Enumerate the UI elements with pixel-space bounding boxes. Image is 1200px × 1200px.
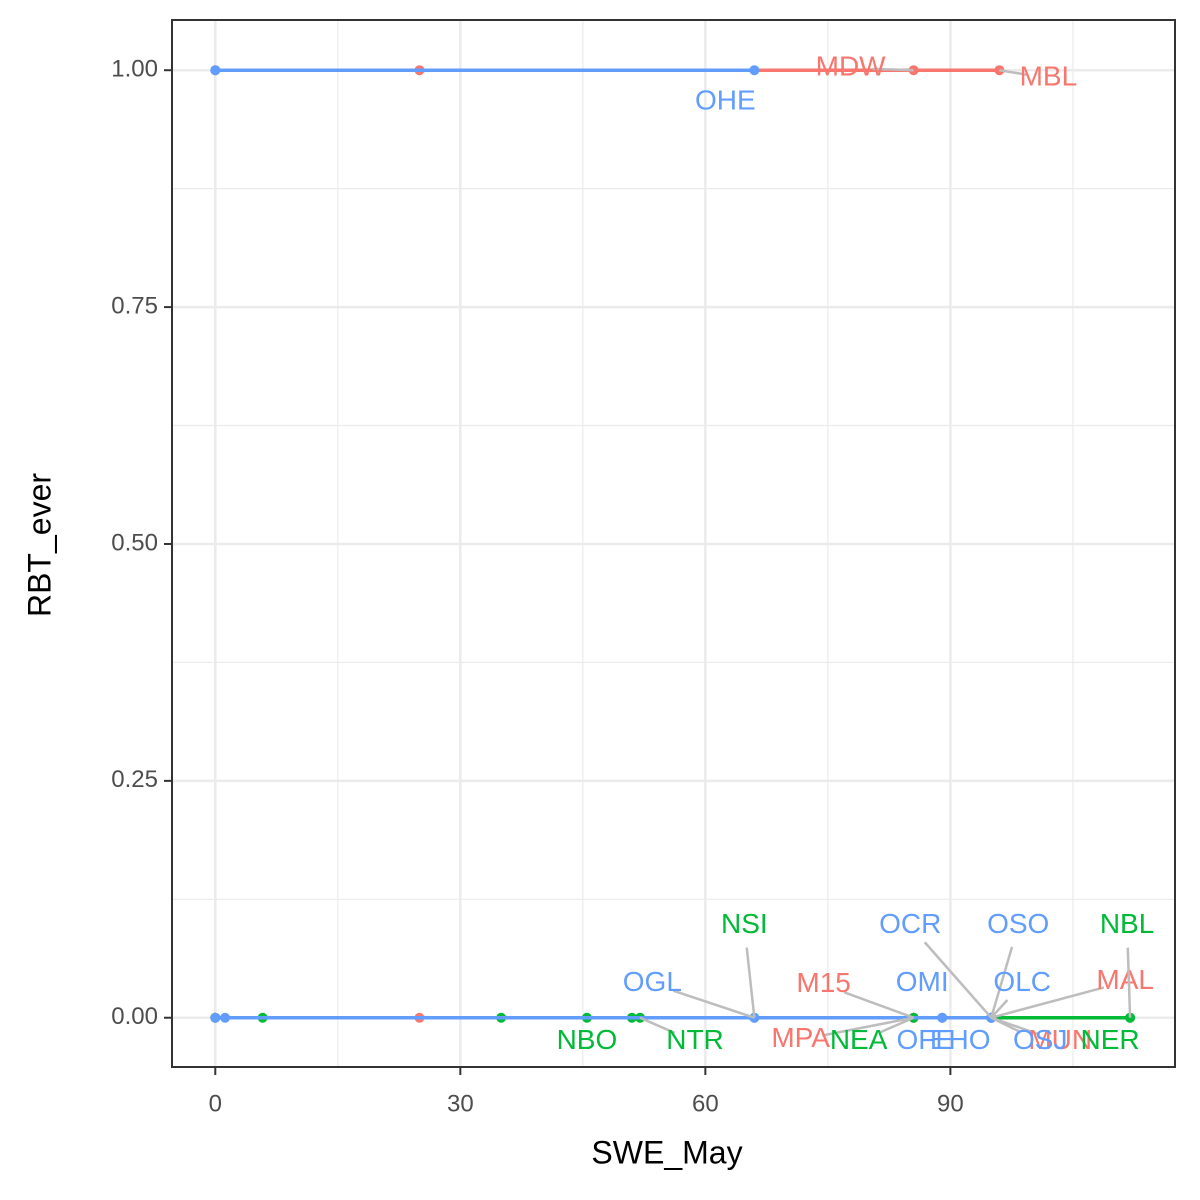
x-tick-label: 30 [447,1090,474,1117]
point-label: OCR [879,908,941,939]
point-label: NTR [666,1024,724,1055]
label-connector [878,1016,915,1035]
y-tick-label: 1.00 [111,56,158,83]
point-label: OHE [695,85,756,116]
y-tick-label: 0.75 [111,292,158,319]
point-label: NEA [830,1024,888,1055]
x-axis-title: SWE_May [591,1134,742,1170]
point-label: OSJ [1013,1024,1067,1055]
grid [172,20,1175,1067]
label-connector [872,67,914,72]
label-connector [999,68,1027,76]
label-connector [990,946,1014,1019]
label-connector [745,947,756,1018]
point-label: OLC [993,966,1051,997]
label-connector [990,1016,1022,1034]
point-label: NER [1081,1024,1140,1055]
y-tick-label: 0.25 [111,766,158,793]
point [210,65,221,76]
label-connector [843,991,915,1019]
label-connector [1126,947,1132,1018]
marks [210,65,1136,1023]
point [210,1012,221,1023]
point-label: NSI [721,908,768,939]
label-connector [821,1016,914,1037]
point-label: MBL [1020,61,1078,92]
point-label: OMI [896,966,949,997]
point-label: NBL [1100,908,1154,939]
point-label: MUN [1028,1024,1092,1055]
x-tick-label: 60 [692,1090,719,1117]
point-label: EHO [930,1024,991,1055]
point [937,1012,948,1023]
point-label: M15 [796,967,850,998]
point-label: OGL [623,966,682,997]
y-axis-title: RBT_ever [21,473,57,617]
point-label: NBO [557,1024,618,1055]
point-label: MAL [1096,964,1154,995]
label-connector [923,941,993,1019]
point-label: OSO [987,908,1049,939]
point-label: OFE [896,1024,954,1055]
y-tick-label: 0.00 [111,1003,158,1030]
x-tick-label: 90 [937,1090,964,1117]
point [220,1012,231,1023]
point [749,1012,760,1023]
label-connector [672,989,755,1019]
label-connector [990,999,1009,1019]
x-tick-label: 0 [209,1090,222,1117]
label-connector [639,1016,676,1035]
axes: 0 30 60 90 0.00 0.25 0.50 0.75 1.00 [111,56,963,1118]
point [749,65,760,76]
y-tick-label: 0.50 [111,529,158,556]
point-label: MPA [771,1022,830,1053]
label-connector [990,986,1105,1019]
point-label: MDW [816,51,887,82]
